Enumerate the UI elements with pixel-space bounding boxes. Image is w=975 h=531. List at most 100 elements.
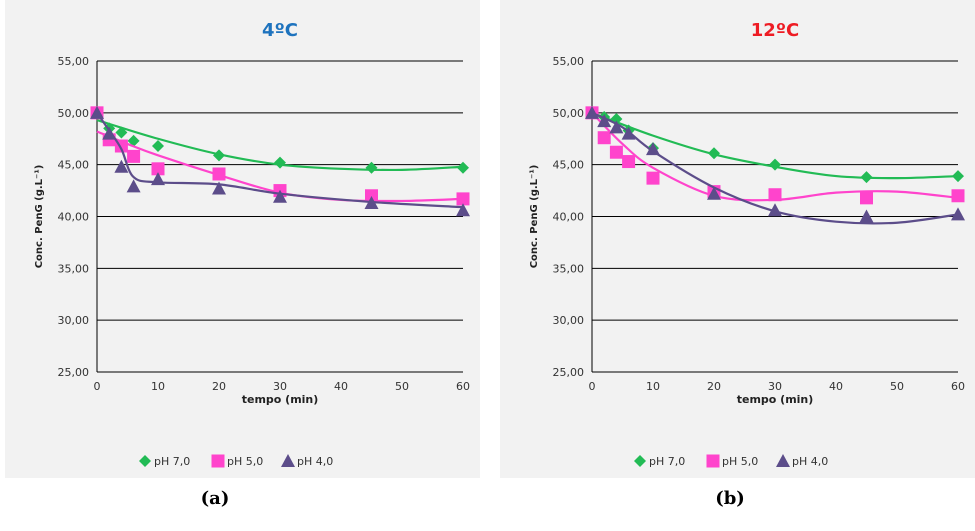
chart-12c-xtick-label: 50 bbox=[890, 380, 904, 393]
chart-4c-point-triangle bbox=[364, 196, 379, 210]
chart-12c-point-triangle bbox=[585, 105, 599, 119]
chart-panel-4c: 4ºC 25,00 30,00 35,00 40,00 45,00 50,00 55,00 0 1… bbox=[5, 0, 480, 478]
chart-12c-ylabel: Conc. PenG (g.L⁻¹) bbox=[529, 165, 540, 269]
chart-12c-point-square bbox=[768, 188, 782, 202]
chart-12c-point-triangle bbox=[768, 203, 782, 217]
chart-4c-point-diamond bbox=[115, 126, 128, 139]
chart-12c-xtick-label: 40 bbox=[829, 380, 843, 393]
chart-4c-legend-marker-diamond bbox=[139, 455, 151, 467]
chart-12c-legend-marker-square bbox=[706, 454, 720, 468]
chart-4c-point-diamond bbox=[365, 161, 378, 174]
chart-12c-ytick-label: 35,00 bbox=[553, 262, 585, 275]
chart-12c-legend-marker-triangle bbox=[776, 454, 790, 467]
chart-12c-point-triangle bbox=[859, 209, 874, 223]
chart-4c-ytick-label: 30,00 bbox=[58, 314, 90, 327]
chart-4c-legend-label: pH 4,0 bbox=[297, 455, 333, 468]
chart-4c-legend-label: pH 7,0 bbox=[154, 455, 190, 468]
chart-4c-ytick-label: 50,00 bbox=[58, 107, 90, 120]
chart-4c-point-triangle bbox=[114, 159, 129, 173]
chart-4c-point-square bbox=[127, 149, 141, 163]
chart-4c-legend-item-square: pH 5,0 bbox=[211, 454, 263, 468]
chart-4c-point-square bbox=[365, 189, 378, 203]
chart-4c-ytick-label: 35,00 bbox=[58, 262, 90, 275]
chart-4c-xtick-label: 20 bbox=[212, 380, 226, 393]
chart-4c-point-diamond bbox=[127, 134, 140, 147]
chart-12c-trendline-square bbox=[591, 112, 959, 202]
chart-4c-xtick-label: 60 bbox=[456, 380, 470, 393]
chart-4c-legend-marker-triangle bbox=[281, 454, 295, 467]
chart-12c-point-diamond bbox=[952, 170, 964, 183]
chart-4c-ytick-label: 25,00 bbox=[58, 366, 90, 379]
chart-12c-xlabel: tempo (min) bbox=[737, 393, 814, 406]
chart-12c-title: 12ºC bbox=[751, 20, 799, 41]
chart-12c-ytick-label: 45,00 bbox=[553, 159, 585, 172]
chart-4c-point-diamond bbox=[152, 140, 164, 153]
chart-12c-legend-item-triangle: pH 4,0 bbox=[776, 454, 828, 468]
chart-12c-legend-item-square: pH 5,0 bbox=[706, 454, 758, 468]
chart-4c-xtick-label: 30 bbox=[273, 380, 287, 393]
chart-4c-xtick-label: 50 bbox=[395, 380, 409, 393]
chart-12c-ytick-label: 50,00 bbox=[553, 107, 585, 120]
chart-4c-point-triangle bbox=[102, 126, 117, 140]
chart-4c-xtick-label: 40 bbox=[334, 380, 348, 393]
chart-4c-ytick-label: 45,00 bbox=[58, 159, 90, 172]
chart-12c-point-diamond bbox=[769, 158, 781, 171]
chart-12c-xtick-label: 30 bbox=[768, 380, 782, 393]
chart-4c-legend-item-triangle: pH 4,0 bbox=[281, 454, 333, 468]
chart-4c-point-triangle bbox=[212, 181, 226, 195]
chart-4c-point-triangle bbox=[90, 105, 104, 119]
chart-4c-point-diamond bbox=[457, 161, 469, 174]
chart-4c-point-triangle bbox=[151, 172, 165, 186]
chart-12c-xtick-label: 20 bbox=[707, 380, 721, 393]
chart-12c-point-square bbox=[860, 191, 873, 205]
chart-12c-point-triangle bbox=[621, 126, 636, 140]
chart-12c-point-square bbox=[646, 171, 660, 185]
chart-4c-point-triangle bbox=[456, 203, 470, 217]
chart-4c-xtick-label: 10 bbox=[151, 380, 165, 393]
chart-12c-point-triangle bbox=[951, 207, 965, 221]
chart-12c: 12ºC 25,00 30,00 35,00 40,00 45,00 50,00 55,00 0… bbox=[529, 20, 965, 468]
chart-4c-xlabel: tempo (min) bbox=[242, 393, 319, 406]
chart-12c-ytick-label: 55,00 bbox=[553, 55, 585, 68]
chart-12c-point-triangle bbox=[707, 186, 721, 200]
chart-panel-12c: 12ºC 25,00 30,00 35,00 40,00 45,00 50,00 55,00 0… bbox=[500, 0, 975, 478]
chart-4c-ytick-label: 40,00 bbox=[58, 211, 90, 224]
chart-4c-point-square bbox=[456, 192, 470, 206]
chart-12c-trendline-triangle bbox=[591, 111, 959, 225]
chart-12c-legend-label: pH 4,0 bbox=[792, 455, 828, 468]
chart-12c-point-triangle bbox=[597, 114, 612, 128]
caption-b: (b) bbox=[715, 488, 745, 509]
chart-4c-ytick-label: 55,00 bbox=[58, 55, 90, 68]
chart-12c-point-diamond bbox=[860, 171, 873, 184]
chart-12c-point-square bbox=[609, 145, 623, 159]
chart-4c-legend-marker-square bbox=[211, 454, 225, 468]
chart-12c-ytick-label: 25,00 bbox=[553, 366, 585, 379]
chart-12c-point-diamond bbox=[708, 147, 720, 160]
chart-4c-point-diamond bbox=[213, 149, 225, 162]
chart-12c-legend-label: pH 7,0 bbox=[649, 455, 685, 468]
chart-12c-ytick-label: 30,00 bbox=[553, 314, 585, 327]
chart-4c-point-square bbox=[212, 167, 226, 181]
chart-12c-point-triangle bbox=[646, 142, 660, 156]
chart-12c-legend-label: pH 5,0 bbox=[722, 455, 758, 468]
chart-4c-trendline-square bbox=[96, 130, 464, 203]
chart-12c-point-square bbox=[622, 155, 636, 169]
chart-12c-point-square bbox=[597, 131, 611, 145]
chart-4c-point-diamond bbox=[274, 156, 286, 169]
chart-12c-xtick-label: 60 bbox=[951, 380, 965, 393]
chart-12c-xtick-label: 10 bbox=[646, 380, 660, 393]
chart-4c-title: 4ºC bbox=[262, 20, 298, 41]
chart-4c-point-triangle bbox=[273, 189, 287, 203]
chart-4c-point-triangle bbox=[126, 179, 141, 193]
chart-4c-legend-item-diamond: pH 7,0 bbox=[139, 455, 190, 468]
chart-12c-point-triangle bbox=[609, 120, 624, 134]
chart-12c-ytick-label: 40,00 bbox=[553, 211, 585, 224]
chart-4c-point-square bbox=[151, 162, 165, 176]
chart-12c-xtick-label: 0 bbox=[589, 380, 596, 393]
chart-4c: 4ºC 25,00 30,00 35,00 40,00 45,00 50,00 55,00 0 1… bbox=[34, 20, 470, 468]
chart-4c-legend-label: pH 5,0 bbox=[227, 455, 263, 468]
chart-12c-legend-item-diamond: pH 7,0 bbox=[634, 455, 685, 468]
chart-4c-xtick-label: 0 bbox=[94, 380, 101, 393]
chart-4c-ylabel: Conc. PenG (g.L⁻¹) bbox=[34, 165, 45, 269]
caption-a: (a) bbox=[200, 488, 230, 509]
